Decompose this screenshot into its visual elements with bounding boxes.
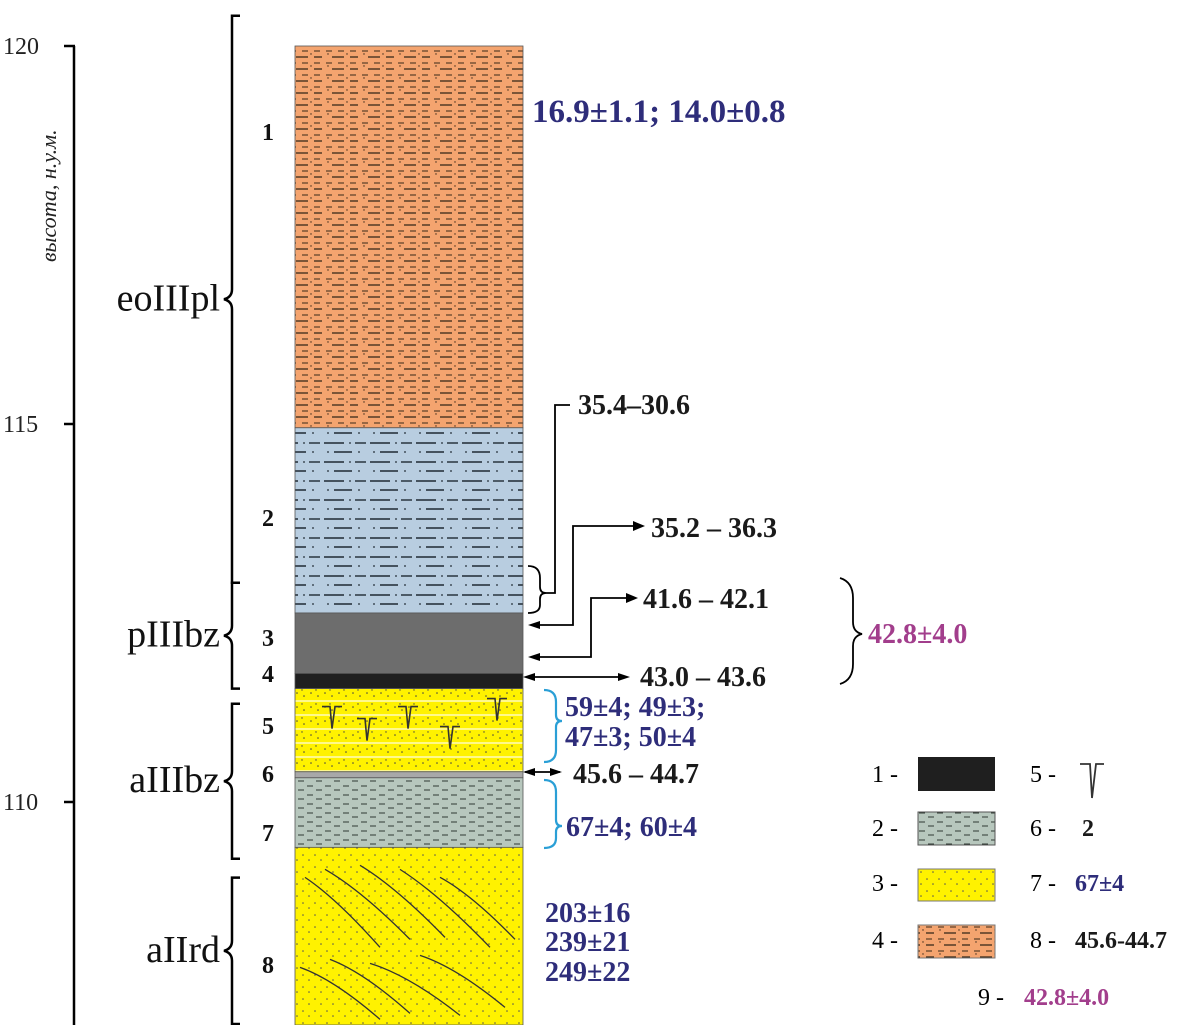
layer-5 [294, 688, 524, 773]
legend-num-9: 9 - [978, 985, 1004, 1011]
legend: 1 - 2 - 3 - 4 - 5 - 6 - 2 7 - 67±4 8 - 4… [872, 757, 1167, 1011]
unit-label-eoIIIpl: eoIIIpl [117, 277, 220, 319]
unit-bracket-pIIIbz [223, 581, 240, 690]
wedge-icon [1080, 763, 1104, 799]
legend-sample-7: 67±4 [1075, 871, 1124, 897]
osl-bracket-layer5 [543, 688, 563, 764]
osl-date-layer8-3: 249±22 [545, 957, 630, 988]
wedge-4 [487, 697, 507, 721]
wedge-3 [440, 725, 460, 749]
c14-date-4: 43.0 – 43.6 [640, 662, 766, 693]
cross-bed-3 [399, 868, 491, 948]
cross-bed-7 [369, 962, 461, 1016]
legend-swatch-3 [917, 868, 996, 902]
c14-date-3: 41.6 – 42.1 [643, 584, 769, 615]
c14-date-2: 35.2 – 36.3 [651, 513, 777, 544]
osl-date-layer1: 16.9±1.1; 14.0±0.8 [532, 94, 785, 130]
unit-label-pIIIbz: pIIIbz [127, 614, 220, 656]
c14-date-5: 45.6 – 44.7 [573, 759, 699, 790]
combined-date: 42.8±4.0 [868, 619, 967, 650]
wedge-1 [357, 717, 377, 741]
layer-6 [294, 771, 524, 779]
unit-label-aIIIbz: aIIIbz [129, 759, 220, 801]
c14-arrowheads [523, 521, 645, 776]
lithology-column [294, 45, 524, 1025]
legend-num-5: 5 - [1030, 762, 1056, 788]
layer-2 [294, 427, 524, 614]
layer-number-3: 3 [262, 626, 274, 652]
osl-date-layer5-line2: 47±3; 50±4 [565, 722, 696, 753]
cross-bedding-lines [299, 864, 516, 1020]
wedge-2 [398, 705, 418, 729]
layer-numbers: 1 2 3 4 5 6 7 8 [262, 120, 274, 979]
axis-tick-label-1: 115 [3, 412, 38, 438]
legend-swatch-1 [918, 757, 995, 791]
unit-bracket-aIIIbz [223, 702, 240, 860]
osl-bracket-layer7 [543, 778, 563, 850]
unit-bracket-aIIrd [223, 876, 240, 1025]
cross-bed-2 [359, 864, 446, 938]
layer-8 [294, 846, 524, 1025]
c14-connectors [525, 404, 863, 773]
frost-wedge-symbols [322, 697, 507, 749]
legend-num-1: 1 - [872, 762, 898, 788]
legend-swatch-2 [917, 811, 996, 846]
legend-num-4: 4 - [872, 928, 898, 954]
legend-num-8: 8 - [1030, 928, 1056, 954]
layer-number-7: 7 [262, 821, 274, 847]
layer-number-4: 4 [262, 662, 274, 688]
osl-date-layer5-line1: 59±4; 49±3; [565, 692, 705, 723]
legend-sample-9: 42.8±4.0 [1024, 985, 1109, 1011]
cross-bed-8 [419, 954, 506, 1008]
axis-tick-label-0: 120 [3, 34, 39, 60]
layer-number-8: 8 [262, 953, 274, 979]
cross-bed-0 [304, 876, 381, 948]
c14-date-1: 35.4–30.6 [578, 390, 690, 421]
elevation-axis-label: высота, н.у.м. [36, 129, 61, 262]
osl-date-layer8-2: 239±21 [545, 927, 630, 958]
elevation-axis-ticks: 120 115 110 [3, 34, 75, 816]
unit-label-aIIrd: aIIrd [146, 929, 220, 971]
cross-bed-5 [299, 966, 381, 1020]
unit-bracket-eoIIIpl [223, 14, 240, 585]
osl-date-layer7: 67±4; 60±4 [566, 812, 697, 843]
osl-date-layer8-1: 203±16 [545, 898, 630, 929]
unit-brackets: eoIIIpl pIIIbz aIIIbz aIIrd [117, 14, 240, 1025]
legend-sample-8: 45.6-44.7 [1075, 928, 1167, 954]
cross-bed-6 [329, 958, 411, 1014]
cross-bed-1 [324, 868, 411, 940]
layer-number-2: 2 [262, 506, 274, 532]
cross-bed-4 [439, 876, 516, 940]
legend-num-3: 3 - [872, 871, 898, 897]
legend-num-7: 7 - [1030, 871, 1056, 897]
layer-number-6: 6 [262, 762, 274, 788]
legend-sample-6: 2 [1082, 816, 1094, 842]
layer-number-5: 5 [262, 714, 274, 740]
wedge-0 [322, 705, 342, 729]
layer-3 [294, 612, 524, 674]
legend-num-2: 2 - [872, 816, 898, 842]
layer-7 [294, 777, 524, 848]
axis-tick-label-2: 110 [3, 790, 38, 816]
legend-swatch-4 [917, 924, 996, 959]
layer-1 [294, 45, 524, 429]
legend-num-6: 6 - [1030, 816, 1056, 842]
layer-number-1: 1 [262, 120, 274, 146]
layer-4 [294, 673, 524, 689]
